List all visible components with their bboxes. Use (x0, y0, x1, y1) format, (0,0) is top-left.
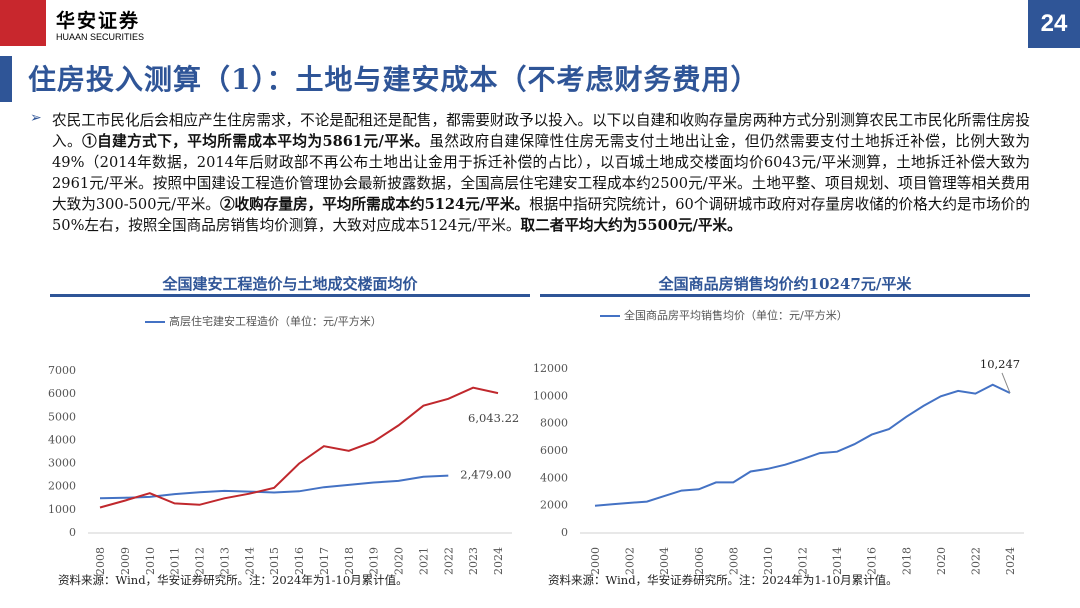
data-label: 2,479.00 (460, 468, 511, 482)
x-tick-label: 2017 (318, 547, 331, 575)
chart-title: 全国建安工程造价与土地成交楼面均价 (161, 275, 418, 293)
paragraph-segment: 农民工市民化后会相应产生住房需求，不论是配租还是配售，都需要财政予以投入。以下以… (52, 112, 1030, 150)
y-tick-label: 6000 (48, 387, 76, 400)
y-tick-label: 0 (561, 526, 568, 539)
title-underline (540, 294, 1030, 297)
y-tick-label: 4000 (540, 471, 568, 484)
x-tick-label: 2022 (969, 547, 982, 575)
y-tick-label: 0 (69, 526, 76, 539)
y-tick-label: 10000 (533, 389, 568, 402)
x-tick-label: 2013 (218, 547, 231, 575)
x-tick-label: 2011 (169, 547, 182, 575)
x-tick-label: 2021 (417, 547, 430, 575)
logo-subtext: HUAAN SECURITIES (56, 32, 145, 42)
paragraph-segment: 根据中指研究院统计，60个调研城市政府对存量房收储的价格大约是市场价的50%左右… (52, 196, 1031, 234)
data-label: 6,043.22 (468, 411, 519, 425)
y-tick-label: 2000 (540, 499, 568, 512)
x-tick-label: 2006 (693, 547, 706, 575)
bullet: ➢ (30, 110, 42, 126)
paragraph: 农民工市民化后会相应产生住房需求，不论是配租还是配售，都需要财政予以投入。以下以… (52, 110, 1030, 236)
label-leader (1001, 372, 1011, 394)
x-tick-label: 2010 (762, 547, 775, 575)
x-tick-label: 2022 (442, 547, 455, 575)
x-tick-label: 2018 (900, 547, 913, 575)
data-label: 10,247 (980, 357, 1020, 371)
series-line (99, 386, 499, 509)
paragraph-segment: 取二者平均大约为5500元/平米。 (520, 217, 742, 234)
paragraph-segment: 虽然政府自建保障性住房无需支付土地出让金，但仍然需要支付土地拆迁补偿，比例大致为… (52, 133, 1030, 213)
x-tick-label: 2016 (866, 547, 879, 575)
y-tick-label: 3000 (48, 457, 76, 470)
page-number: 24 (1028, 0, 1080, 48)
x-tick-label: 2024 (1004, 547, 1017, 575)
x-tick-label: 2009 (119, 547, 132, 575)
source-note: 资料来源：Wind，华安证券研究所。注：2024年为1-10月累计值。 (548, 573, 898, 587)
x-tick-label: 2018 (343, 547, 356, 575)
x-tick-label: 2015 (268, 547, 281, 575)
x-tick-label: 2012 (194, 547, 207, 575)
x-tick-label: 2010 (144, 547, 157, 575)
x-tick-label: 2014 (243, 547, 256, 575)
legend-label: 高层住宅建安工程造价（单位：元/平方米） (169, 314, 382, 328)
x-tick-label: 2020 (393, 547, 406, 575)
x-tick-label: 2014 (831, 547, 844, 575)
x-tick-label: 2000 (589, 547, 602, 575)
y-tick-label: 1000 (48, 503, 76, 516)
y-tick-label: 5000 (48, 410, 76, 423)
source-note: 资料来源：Wind，华安证券研究所。注：2024年为1-10月累计值。 (58, 573, 408, 587)
x-tick-label: 2020 (935, 547, 948, 575)
y-tick-label: 8000 (540, 417, 568, 430)
logo-mark (0, 0, 46, 46)
x-tick-label: 2008 (94, 547, 107, 575)
title-bar (0, 56, 12, 102)
x-tick-label: 2002 (624, 547, 637, 575)
paragraph-segment: ①自建方式下，平均所需成本平均为5861元/平米。 (82, 133, 430, 150)
slide-title: 住房投入测算（1）：土地与建安成本（不考虑财务费用） (28, 63, 760, 96)
logo-text: 华安证券 (56, 10, 141, 32)
y-tick-label: 4000 (48, 433, 76, 446)
x-tick-label: 2012 (797, 547, 810, 575)
y-tick-label: 2000 (48, 480, 76, 493)
y-tick-label: 6000 (540, 444, 568, 457)
x-tick-label: 2024 (492, 547, 505, 575)
y-tick-label: 7000 (48, 364, 76, 377)
x-tick-label: 2023 (467, 547, 480, 575)
title-underline (50, 294, 530, 297)
chart-title: 全国商品房销售均价约10247元/平米 (658, 275, 913, 293)
series-line (594, 383, 1011, 507)
legend-label: 全国商品房平均销售均价（单位：元/平方米） (624, 308, 848, 322)
y-tick-label: 12000 (533, 362, 568, 375)
x-tick-label: 2016 (293, 547, 306, 575)
x-tick-label: 2019 (368, 547, 381, 575)
paragraph-segment: ②收购存量房，平均所需成本约5124元/平米。 (219, 196, 530, 213)
x-tick-label: 2008 (727, 547, 740, 575)
x-tick-label: 2004 (658, 547, 671, 575)
